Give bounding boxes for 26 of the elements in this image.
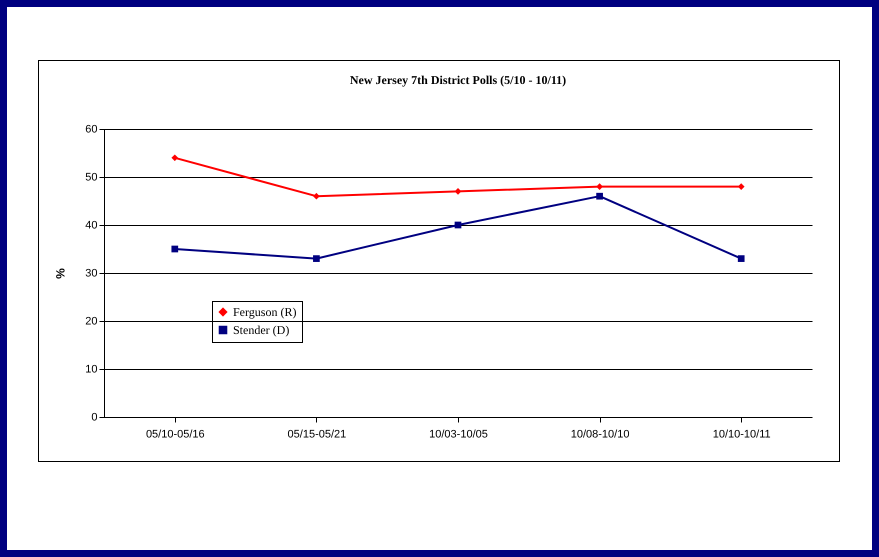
x-tick-label: 10/10-10/11	[712, 428, 771, 440]
x-tick-label: 05/10-05/16	[146, 428, 205, 440]
point	[454, 188, 462, 195]
x-tick-label: 10/03-10/05	[429, 428, 488, 440]
point	[596, 192, 603, 200]
point	[738, 255, 745, 262]
y-tick-label: 30	[85, 268, 98, 280]
point	[171, 154, 178, 162]
y-tick-label: 60	[85, 124, 98, 136]
y-tick-label: 20	[85, 316, 98, 328]
point	[171, 246, 178, 252]
x-tick-label: 10/08-10/10	[570, 428, 630, 440]
point	[313, 192, 320, 200]
y-tick-label: 10	[85, 364, 98, 376]
legend-label: Ferguson (R)	[233, 305, 296, 319]
point	[738, 183, 745, 190]
point	[313, 255, 320, 262]
legend-label: Stender (D)	[233, 323, 290, 337]
y-tick-label: 40	[85, 220, 98, 232]
point	[596, 183, 603, 190]
y-tick-label: 0	[91, 412, 98, 424]
y-tick-label: 50	[85, 172, 98, 184]
y-axis-title: %	[53, 268, 68, 279]
chart-title: New Jersey 7th District Polls (5/10 - 10/11)	[350, 73, 566, 87]
point	[454, 222, 462, 228]
x-tick-label: 05/15-05/21	[288, 428, 346, 440]
